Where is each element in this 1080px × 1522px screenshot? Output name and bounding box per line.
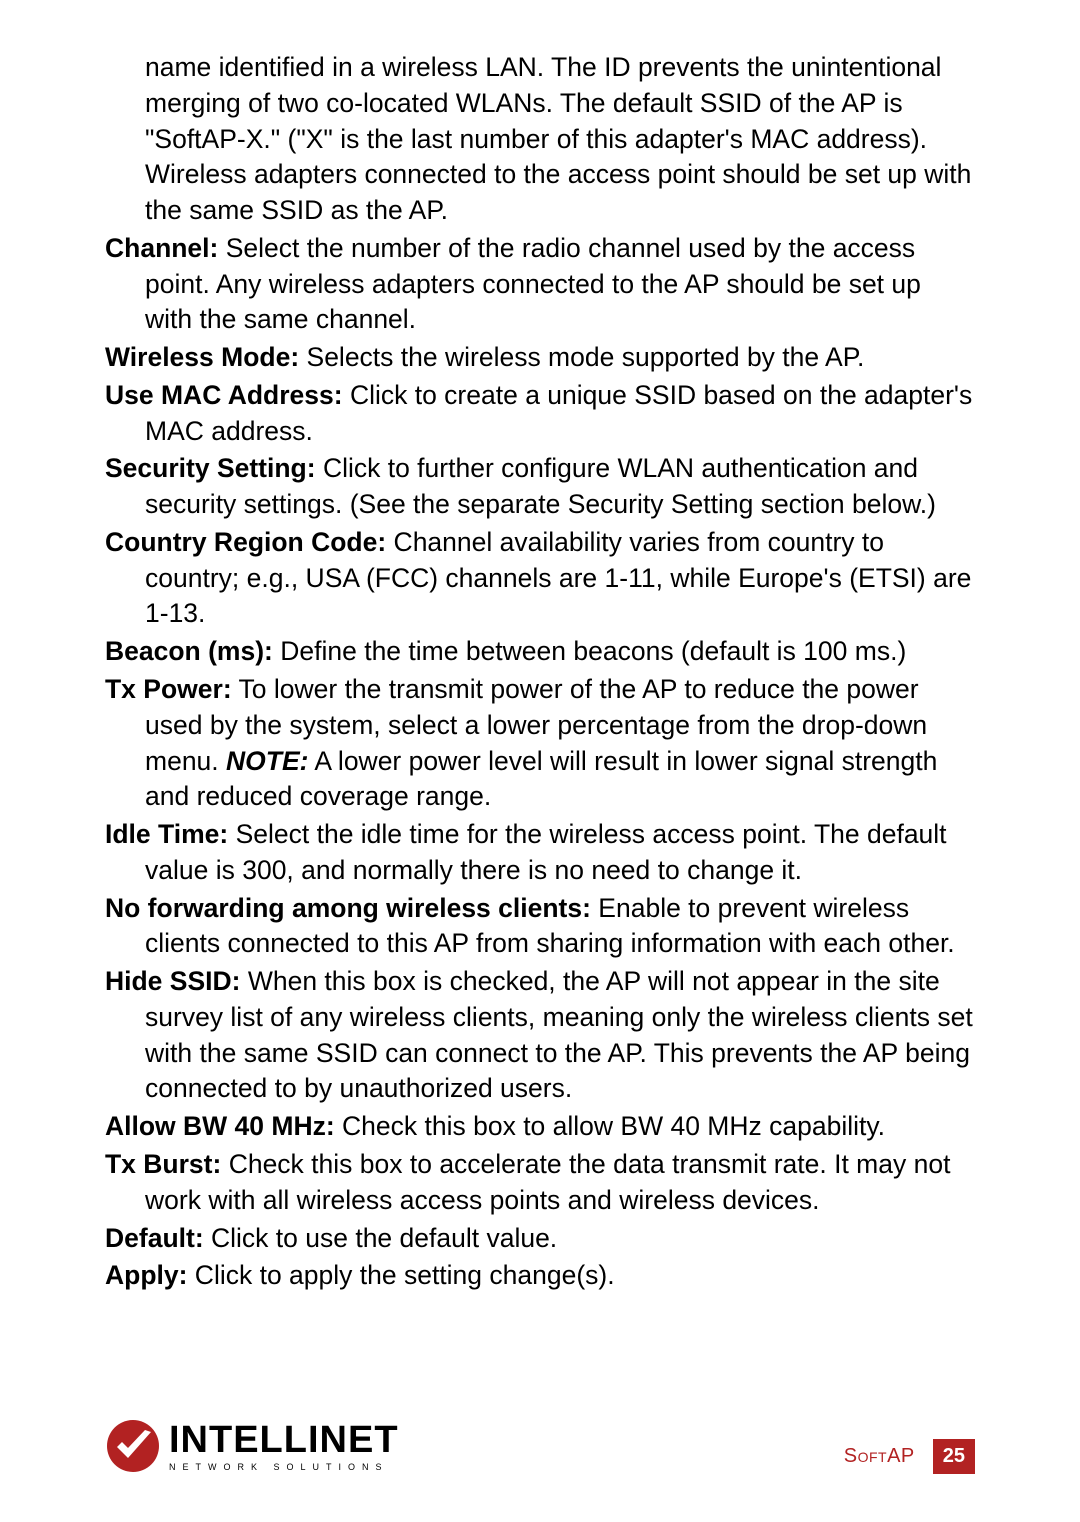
def-channel: Channel: Select the number of the radio … bbox=[105, 231, 975, 338]
term-text: Selects the wireless mode supported by t… bbox=[299, 342, 864, 372]
def-security-setting: Security Setting: Click to further confi… bbox=[105, 451, 975, 523]
def-no-forwarding: No forwarding among wireless clients: En… bbox=[105, 891, 975, 963]
term: Security Setting: bbox=[105, 453, 316, 483]
footer-right: SoftAP 25 bbox=[844, 1439, 975, 1474]
def-country-region-code: Country Region Code: Channel availabilit… bbox=[105, 525, 975, 632]
section-label: SoftAP bbox=[844, 1445, 915, 1468]
term: Allow BW 40 MHz: bbox=[105, 1111, 335, 1141]
term-text: Click to apply the setting change(s). bbox=[187, 1260, 614, 1290]
term: Idle Time: bbox=[105, 819, 228, 849]
term: No forwarding among wireless clients: bbox=[105, 893, 591, 923]
logo-text: INTELLINET NETWORK SOLUTIONS bbox=[169, 1421, 399, 1472]
brand-logo: INTELLINET NETWORK SOLUTIONS bbox=[105, 1418, 399, 1474]
def-beacon: Beacon (ms): Define the time between bea… bbox=[105, 634, 975, 670]
term: Use MAC Address: bbox=[105, 380, 343, 410]
term: Channel: bbox=[105, 233, 218, 263]
def-default: Default: Click to use the default value. bbox=[105, 1221, 975, 1257]
term: Tx Power: bbox=[105, 674, 232, 704]
page-footer: INTELLINET NETWORK SOLUTIONS SoftAP 25 bbox=[105, 1394, 975, 1474]
def-hide-ssid: Hide SSID: When this box is checked, the… bbox=[105, 964, 975, 1107]
document-body: name identified in a wireless LAN. The I… bbox=[0, 0, 1080, 1294]
term: Apply: bbox=[105, 1260, 187, 1290]
logo-check-circle-icon bbox=[105, 1418, 161, 1474]
term-text: When this box is checked, the AP will no… bbox=[145, 966, 973, 1103]
term-text: Select the idle time for the wireless ac… bbox=[145, 819, 947, 885]
term-text: Click to use the default value. bbox=[204, 1223, 558, 1253]
term-text: Select the number of the radio channel u… bbox=[145, 233, 921, 335]
def-allow-bw-40: Allow BW 40 MHz: Check this box to allow… bbox=[105, 1109, 975, 1145]
term-text: Check this box to allow BW 40 MHz capabi… bbox=[335, 1111, 885, 1141]
term: Default: bbox=[105, 1223, 204, 1253]
def-tx-power: Tx Power: To lower the transmit power of… bbox=[105, 672, 975, 815]
brand-name: INTELLINET bbox=[169, 1421, 399, 1459]
term: Wireless Mode: bbox=[105, 342, 299, 372]
def-wireless-mode: Wireless Mode: Selects the wireless mode… bbox=[105, 340, 975, 376]
def-use-mac-address: Use MAC Address: Click to create a uniqu… bbox=[105, 378, 975, 450]
brand-tagline: NETWORK SOLUTIONS bbox=[169, 1463, 399, 1472]
def-tx-burst: Tx Burst: Check this box to accelerate t… bbox=[105, 1147, 975, 1219]
intro-paragraph: name identified in a wireless LAN. The I… bbox=[105, 50, 975, 229]
term-text: Define the time between beacons (default… bbox=[273, 636, 906, 666]
term: Country Region Code: bbox=[105, 527, 386, 557]
term-text: Check this box to accelerate the data tr… bbox=[145, 1149, 950, 1215]
term: Beacon (ms): bbox=[105, 636, 273, 666]
note-label: NOTE: bbox=[226, 746, 308, 776]
def-idle-time: Idle Time: Select the idle time for the … bbox=[105, 817, 975, 889]
term: Tx Burst: bbox=[105, 1149, 221, 1179]
def-apply: Apply: Click to apply the setting change… bbox=[105, 1258, 975, 1294]
page-number-badge: 25 bbox=[933, 1439, 975, 1474]
term: Hide SSID: bbox=[105, 966, 240, 996]
